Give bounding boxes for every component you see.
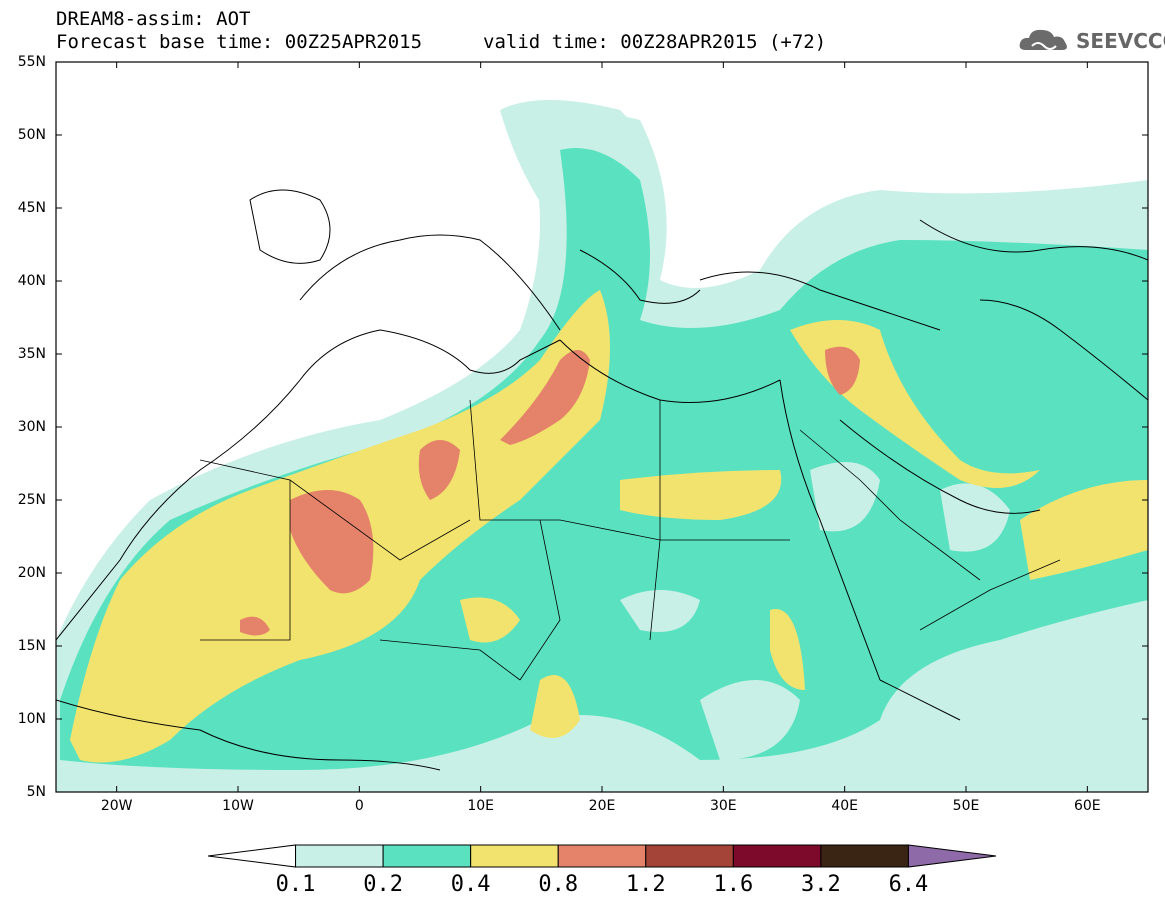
- lat-label: 45N: [17, 200, 46, 216]
- aot-contour-salmon: [418, 440, 460, 500]
- aot-contour-yellow: [460, 597, 520, 643]
- colorbar-swatch: [470, 844, 559, 868]
- lat-label: 55N: [17, 54, 46, 70]
- colorbar-swatch: [732, 844, 822, 868]
- aot-field: [56, 62, 1148, 792]
- colorbar-swatch: [207, 844, 297, 868]
- lat-label: 35N: [17, 346, 46, 362]
- lat-label: 15N: [17, 638, 46, 654]
- lon-label: 20W: [100, 798, 133, 814]
- colorbar-swatch: [820, 844, 909, 868]
- country-borders: [199, 399, 1061, 681]
- aot-contour-yellow: [770, 609, 805, 690]
- lat-label: 25N: [17, 492, 46, 508]
- colorbar-label: 0.1: [275, 872, 316, 897]
- colorbar-swatch: [907, 844, 997, 868]
- coastlines: [56, 189, 1148, 771]
- colorbar-label: 6.4: [888, 872, 929, 897]
- colorbar-swatch: [557, 844, 647, 868]
- aot-contour-light: [620, 590, 700, 632]
- aot-contour-yellow: [1020, 480, 1148, 580]
- valid-time: valid time: 00Z28APR2015 (+72): [483, 31, 827, 53]
- lat-label: 5N: [26, 784, 46, 800]
- map-title: DREAM8-assim: AOT: [56, 8, 251, 30]
- colorbar-label: 0.2: [363, 872, 403, 897]
- aot-contour-yellow: [530, 675, 580, 738]
- cloud-icon: [1019, 29, 1067, 50]
- aot-contour-light: [940, 483, 1010, 552]
- aot-contour-light: [700, 680, 800, 760]
- lat-label: 20N: [17, 565, 46, 581]
- lon-label: 50E: [952, 798, 980, 814]
- lon-label: 20E: [588, 798, 616, 814]
- aot-contour-salmon: [290, 490, 374, 594]
- colorbar-label: 0.8: [538, 872, 579, 897]
- colorbar-label: 0.4: [450, 872, 491, 897]
- lon-label: 10W: [222, 798, 254, 814]
- aot-contour-light: [810, 462, 880, 532]
- logo-text: SEEVCCC: [1076, 29, 1165, 53]
- aot-contour-salmon: [500, 350, 590, 445]
- seevccc-logo: SEEVCCC: [1018, 24, 1165, 54]
- lon-label: 10E: [467, 798, 494, 814]
- forecast-base-time: Forecast base time: 00Z25APR2015: [56, 31, 423, 53]
- colorbar-swatch: [295, 844, 384, 868]
- lat-label: 10N: [17, 711, 46, 727]
- aot-contour-salmon: [825, 346, 860, 395]
- colorbar: [207, 844, 997, 868]
- lat-label: 30N: [17, 419, 46, 435]
- lon-label: 0: [354, 798, 364, 814]
- lon-label: 40E: [831, 798, 858, 814]
- colorbar-label: 3.2: [801, 872, 841, 897]
- colorbar-swatch: [645, 844, 734, 868]
- aot-contour-salmon: [240, 616, 270, 636]
- lat-label: 40N: [17, 273, 46, 289]
- lon-label: 60E: [1073, 798, 1101, 814]
- colorbar-swatch: [382, 844, 472, 868]
- lat-label: 50N: [17, 127, 46, 143]
- colorbar-label: 1.6: [713, 872, 754, 897]
- lon-label: 30E: [709, 798, 737, 814]
- colorbar-label: 1.2: [625, 872, 666, 897]
